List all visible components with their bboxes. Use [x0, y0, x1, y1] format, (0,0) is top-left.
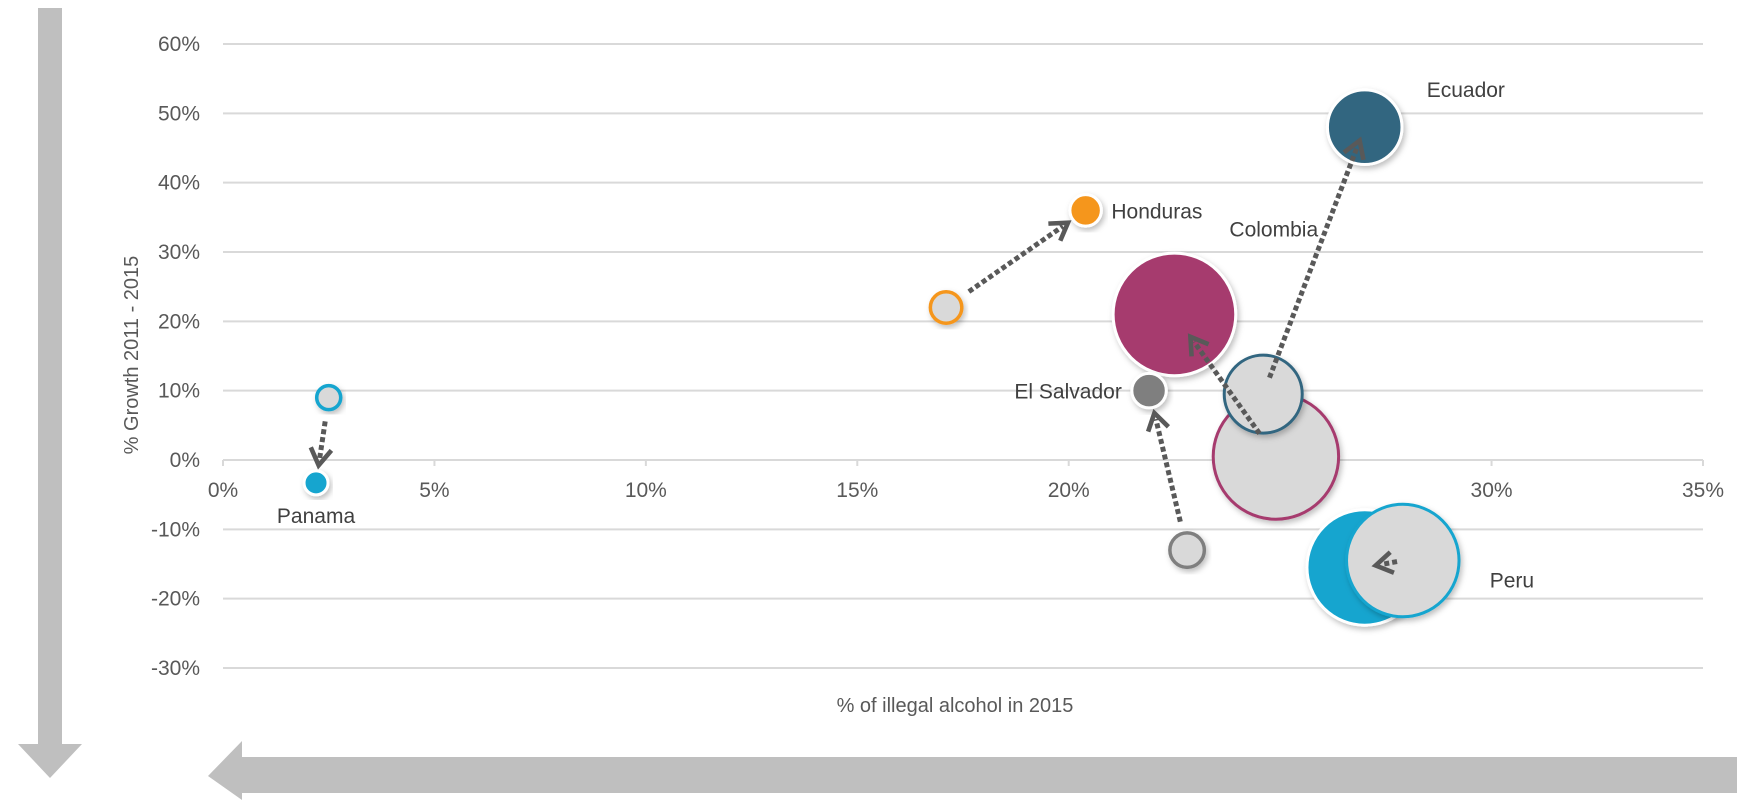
- peru-label: Peru: [1490, 569, 1534, 592]
- y-tick-label: 60%: [158, 33, 200, 56]
- el-salvador-movement-arrow: [1145, 408, 1183, 523]
- ecuador-movement-arrow: [1267, 136, 1366, 379]
- big-arrows: [18, 8, 1737, 800]
- y-tick-label: 10%: [158, 380, 200, 403]
- y-tick-label: 0%: [170, 449, 200, 472]
- colombia-movement-arrow: [1187, 333, 1262, 436]
- peru-2011-bubble: [1345, 502, 1461, 619]
- y-tick-label: -10%: [151, 518, 200, 541]
- honduras-movement-arrow: [967, 220, 1072, 294]
- colombia-label: Colombia: [1229, 218, 1318, 241]
- gridlines: [223, 43, 1703, 669]
- panama-2011-bubble: [314, 383, 343, 412]
- x-tick-label: 35%: [1682, 479, 1724, 502]
- colombia-2015-bubble: [1111, 251, 1238, 378]
- y-tick-label: 40%: [158, 172, 200, 195]
- movement-arrows: [308, 136, 1398, 575]
- honduras-2015-bubble: [1068, 193, 1103, 228]
- horizontal-big-arrow: [208, 741, 1737, 800]
- country-labels: Panama Honduras El Salvador Colombia Ecuador…: [277, 79, 1534, 592]
- peru-movement-arrow: [1371, 550, 1398, 575]
- ecuador-2011-bubble: [1222, 353, 1304, 435]
- y-tick-label: -30%: [151, 657, 200, 680]
- honduras-2011-bubble: [928, 289, 964, 325]
- y-tick-labels: 60% 50% 40% 30% 20% 10% 0% -10% -20% -30%: [151, 33, 200, 680]
- x-axis-title: % of illegal alcohol in 2015: [837, 695, 1074, 717]
- bubbles: [302, 88, 1461, 627]
- vertical-big-arrow: [18, 8, 82, 778]
- x-tick-label: 15%: [836, 479, 878, 502]
- x-tick-label: 20%: [1048, 479, 1090, 502]
- el-salvador-label: El Salvador: [1014, 381, 1121, 404]
- el-salvador-2015-bubble: [1130, 371, 1168, 410]
- y-tick-label: 30%: [158, 241, 200, 264]
- x-tick-label: 30%: [1471, 479, 1513, 502]
- el-salvador-2011-bubble: [1168, 531, 1207, 570]
- x-tick-label: 0%: [208, 479, 238, 502]
- panama-2015-bubble: [302, 469, 330, 497]
- y-axis-title: % Growth 2011 - 2015: [121, 256, 143, 455]
- y-tick-label: 20%: [158, 310, 200, 333]
- panama-movement-arrow: [308, 420, 334, 470]
- y-tick-label: -20%: [151, 588, 200, 611]
- x-tick-labels: 0%5%10%15%20%25%30%35%: [208, 460, 1724, 502]
- y-tick-label: 50%: [158, 102, 200, 125]
- ecuador-2015-bubble: [1325, 88, 1404, 166]
- x-tick-label: 10%: [625, 479, 667, 502]
- x-tick-label: 5%: [419, 479, 449, 502]
- ecuador-label: Ecuador: [1427, 79, 1505, 102]
- honduras-label: Honduras: [1111, 200, 1202, 223]
- panama-label: Panama: [277, 505, 356, 528]
